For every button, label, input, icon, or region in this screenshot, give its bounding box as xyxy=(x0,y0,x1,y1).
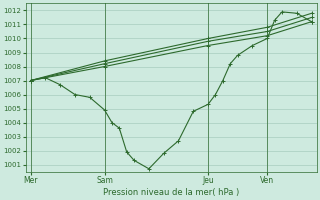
X-axis label: Pression niveau de la mer( hPa ): Pression niveau de la mer( hPa ) xyxy=(103,188,239,197)
